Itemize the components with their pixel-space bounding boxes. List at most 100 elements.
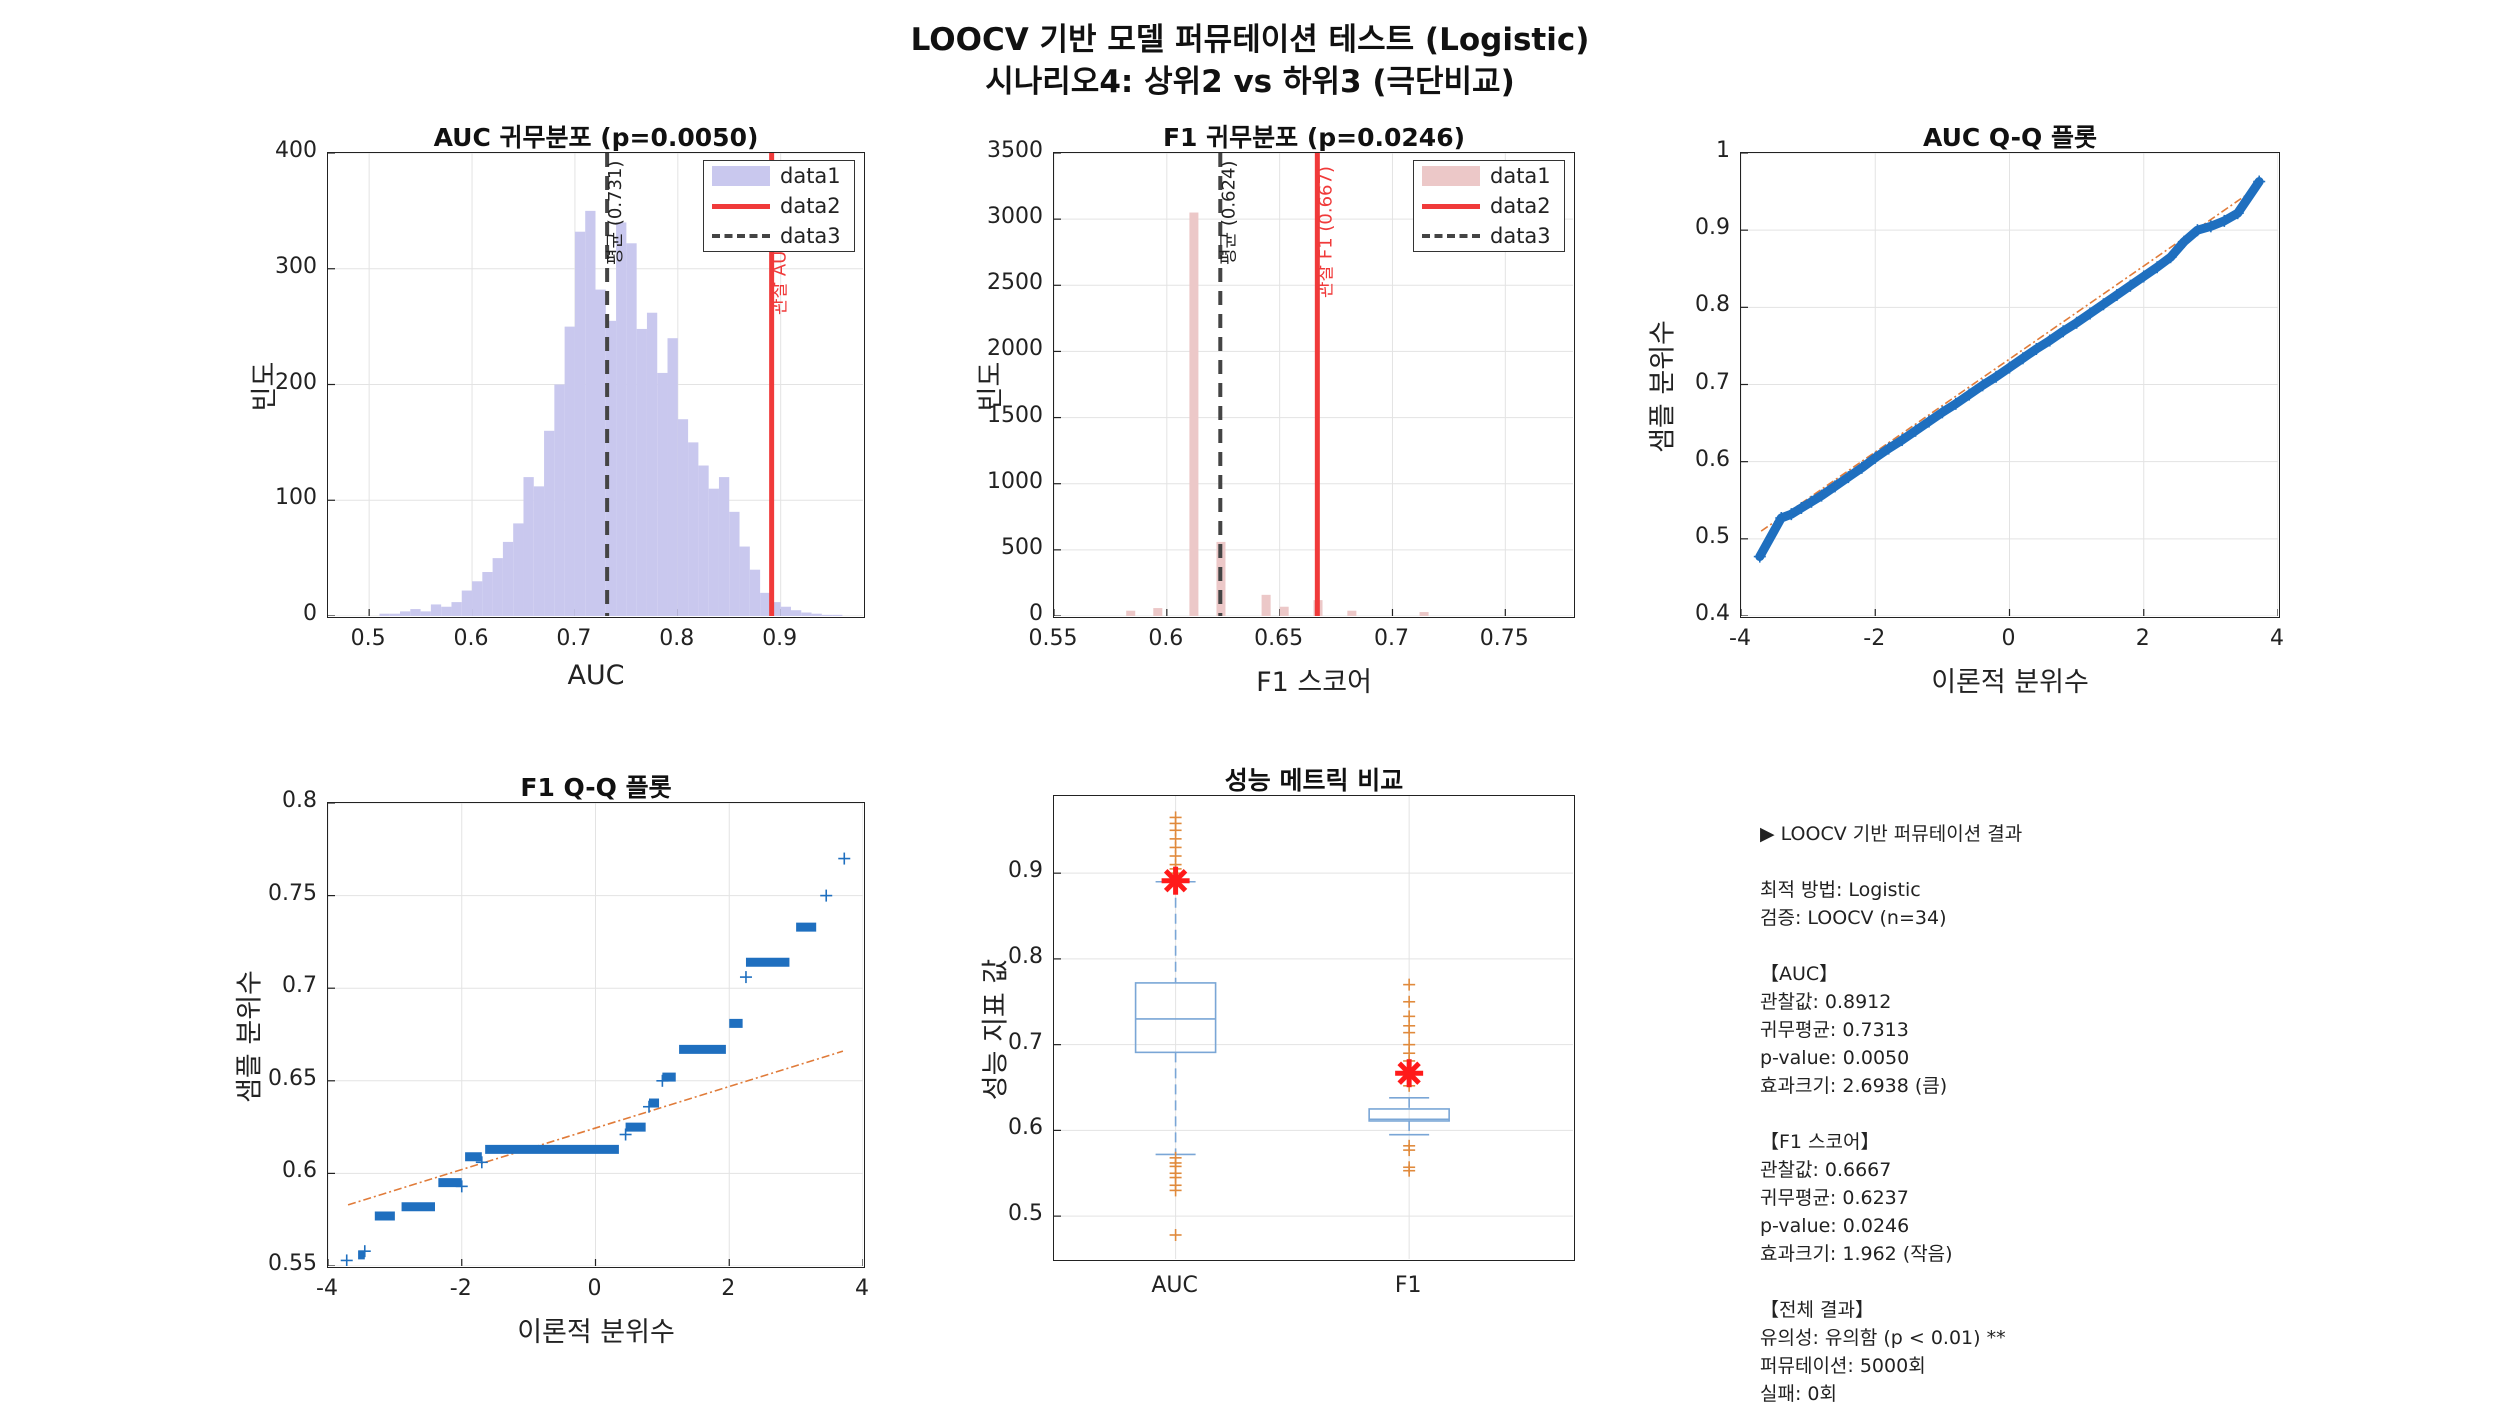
- auc_hist-bar: [441, 606, 452, 616]
- summary-line: 【전체 결과】: [1760, 1299, 1874, 1321]
- auc_qq-xtick-label: 4: [2270, 626, 2284, 651]
- summary-line: 귀무평균: 0.7313: [1760, 1019, 1909, 1041]
- auc_qq-point: [2003, 361, 2016, 374]
- f1_qq-axes: [327, 802, 865, 1268]
- auc_hist-bar: [698, 465, 709, 616]
- auc_qq-point: [2097, 298, 2110, 311]
- auc_qq-point: [1785, 508, 1798, 521]
- auc_qq-point: [1990, 370, 2003, 383]
- f1_hist-mean-label: 평균 (0.624): [1218, 161, 1239, 265]
- auc_hist-xtick-label: 0.8: [659, 626, 695, 651]
- metric_box-outlier: [1169, 1151, 1182, 1164]
- auc_qq-point: [2070, 316, 2083, 329]
- auc_hist-bar: [389, 613, 401, 616]
- summary-line: 효과크기: 1.962 (작음): [1760, 1243, 1953, 1265]
- auc_hist-ytick-label: 400: [275, 138, 317, 163]
- auc_hist-bar: [770, 602, 781, 616]
- auc_hist-ytick-label: 0: [303, 601, 317, 626]
- auc_qq-ytick-label: 1: [1716, 138, 1730, 163]
- auc_hist-title: AUC 귀무분포 (p=0.0050): [433, 123, 759, 152]
- f1_qq-xtick-label: 0: [587, 1276, 602, 1301]
- auc_qq-ytick-label: 0.4: [1695, 601, 1730, 626]
- f1_hist-bar: [1153, 608, 1163, 616]
- metric_box-outlier: [1403, 978, 1416, 991]
- f1_hist-legend-entry: data1: [1414, 161, 1564, 191]
- auc_qq-point: [2043, 334, 2056, 347]
- f1_hist-legend-swatch: [1422, 166, 1480, 186]
- auc_hist-bar: [595, 289, 606, 616]
- metric_box-axes: [1053, 795, 1575, 1261]
- metric_box-outlier: [1169, 811, 1182, 824]
- auc_hist-bar: [523, 477, 534, 616]
- auc_hist-bar: [513, 523, 524, 616]
- f1_hist-xtick-label: 0.7: [1373, 626, 1409, 651]
- f1_hist-bar: [1419, 612, 1429, 616]
- auc_hist-bar: [739, 546, 750, 616]
- auc_hist-legend-label: data2: [780, 194, 841, 218]
- metric_box-outlier: [1169, 1228, 1182, 1241]
- metric_box-outlier: [1403, 1010, 1416, 1023]
- auc_qq-point: [2151, 261, 2164, 274]
- summary-line: [1760, 932, 2360, 960]
- summary-line: 귀무평균: 0.6237: [1760, 1187, 1909, 1209]
- auc_hist-xtick-label: 0.7: [556, 626, 592, 651]
- auc_qq-point: [1909, 424, 1922, 437]
- f1_qq-ytick-label: 0.75: [268, 880, 317, 906]
- f1_qq-xlabel: 이론적 분위수: [517, 1317, 675, 1348]
- f1_qq-ytick-label: 0.7: [282, 973, 317, 999]
- f1_hist-bar: [1261, 594, 1271, 616]
- f1_qq-point: [340, 1254, 353, 1266]
- auc_qq-point: [2084, 307, 2097, 320]
- f1_hist-legend-label: data1: [1490, 164, 1551, 188]
- f1_qq-xtick-label: 2: [721, 1276, 736, 1301]
- f1_hist-legend-entry: data2: [1414, 191, 1564, 221]
- auc_hist-bar: [677, 419, 689, 616]
- f1_hist-ytick-label: 3500: [987, 138, 1043, 163]
- auc_qq-ytick-label: 0.9: [1695, 215, 1730, 241]
- auc_hist-bar: [533, 486, 545, 616]
- metric_box-ytick-label: 0.7: [1008, 1029, 1043, 1055]
- auc_qq-point: [1815, 489, 1828, 502]
- f1_qq-point: [656, 1074, 669, 1087]
- summary-line: 【F1 스코어】: [1760, 1131, 1880, 1153]
- auc_hist-bar: [605, 320, 617, 616]
- summary-line: 검증: LOOCV (n=34): [1760, 907, 1947, 929]
- auc_qq-xlabel: 이론적 분위수: [1931, 667, 2089, 698]
- f1_hist-ytick-label: 2000: [987, 336, 1043, 362]
- auc_qq-point: [1753, 550, 1766, 563]
- summary-line: 【AUC】: [1760, 963, 1839, 985]
- f1_hist-plot: 평균 (0.624) 관찰 F1 (0.667): [1054, 153, 1573, 616]
- f1_qq-point: [838, 852, 851, 865]
- auc_qq-point: [1949, 397, 1962, 410]
- auc_hist-bar: [821, 614, 833, 616]
- f1_qq-point: [820, 889, 833, 902]
- auc_qq-point: [2164, 251, 2177, 264]
- f1_hist-bar: [1279, 606, 1289, 616]
- auc_qq-xtick-label: 2: [2135, 626, 2150, 651]
- auc_qq-point: [2253, 175, 2266, 188]
- f1_hist-xtick-label: 0.55: [1028, 626, 1078, 651]
- f1_qq-point: [643, 1100, 655, 1113]
- auc_hist-bar: [430, 604, 442, 616]
- f1_hist-bar: [1126, 610, 1136, 616]
- auc_hist-xtick-label: 0.5: [350, 626, 386, 651]
- f1_hist-ytick-label: 2500: [987, 270, 1043, 296]
- metric_box-outlier: [1403, 1161, 1416, 1174]
- summary-line: 관찰값: 0.6667: [1760, 1159, 1892, 1181]
- auc_qq-sample-band: [1755, 177, 2264, 562]
- auc_hist-legend-swatch: [712, 196, 770, 216]
- auc_hist-bar: [492, 558, 503, 616]
- f1_hist-observed-label: 관찰 F1 (0.667): [1315, 166, 1336, 298]
- auc_hist-bar: [780, 606, 791, 616]
- auc_hist-mean-label: 평균 (0.731): [605, 161, 626, 265]
- f1_qq-xtick-label: 4: [855, 1276, 869, 1301]
- auc_hist-bar: [451, 602, 462, 616]
- auc_hist-legend-swatch: [712, 166, 770, 186]
- auc_hist-bar: [420, 611, 431, 616]
- auc_hist-bar: [502, 541, 514, 616]
- auc_qq-xtick-label: -2: [1863, 626, 1886, 651]
- auc_qq-point: [2204, 220, 2217, 233]
- auc_qq-point: [1805, 495, 1818, 508]
- f1_hist-legend-label: data2: [1490, 194, 1551, 218]
- auc_qq-point: [2124, 279, 2137, 292]
